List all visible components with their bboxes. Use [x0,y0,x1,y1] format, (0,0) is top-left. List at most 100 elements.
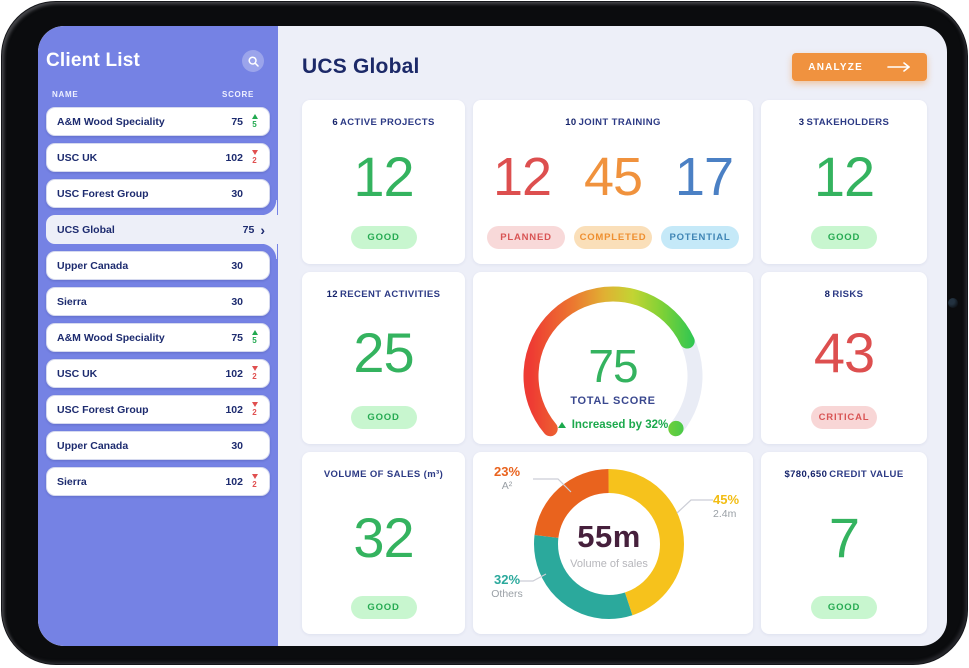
card-title-prefix: 6 [332,117,338,128]
client-score: 30 [231,439,243,452]
card-title: $780,650 CREDIT VALUE [784,469,903,480]
screen: Client List NAME SCORE A&M Wood Speciali… [38,26,947,646]
donut-label-a2: 23% A² [493,464,521,493]
card-title-prefix: 3 [798,117,805,128]
list-column-headers: NAME SCORE [38,80,278,107]
status-badge: CRITICAL [811,406,877,429]
client-row[interactable]: A&M Wood Speciality 75 5 [46,323,270,352]
trend-down-indicator: 2 [248,150,261,165]
card-title-text: STAKEHOLDERS [806,117,890,128]
client-row[interactable]: USC UK 102 2 [46,143,270,172]
status-badge: GOOD [350,226,417,249]
client-name: USC UK [57,367,98,380]
card-title-text: RECENT ACTIVITIES [339,289,441,300]
arrow-right-icon [887,62,910,72]
card-volume-of-sales: VOLUME OF SALES (m³) 32 GOOD [302,452,465,634]
client-row-selected[interactable]: UCS Global 75 › [46,200,278,259]
client-score: 102 [225,403,243,416]
donut-label-24m: 45% 2.4m [713,492,740,521]
analyze-button-label: ANALYZE [808,61,863,73]
card-title-text: ACTIVE PROJECTS [340,117,435,128]
trend-down-indicator: 2 [248,366,261,381]
card-title: 6 ACTIVE PROJECTS [332,117,434,128]
trend-up-icon [557,422,566,428]
chevron-right-icon: › [260,221,265,238]
leader-line-a2 [533,478,572,493]
card-title-text: CREDIT VALUE [829,469,904,480]
stat-value: 25 [353,321,414,384]
leader-line-24m [676,499,713,514]
client-name: A&M Wood Speciality [57,331,165,344]
client-score: 102 [225,475,243,488]
sidebar-title: Client List [46,50,141,71]
card-title-text: JOINT TRAINING [578,117,661,128]
column-header-score: SCORE [222,90,254,99]
client-name: A&M Wood Speciality [57,115,165,128]
card-title-prefix: 10 [565,117,577,128]
client-score: 30 [231,187,243,200]
stat-value-planned: 12 [493,147,552,207]
card-title-prefix: 12 [326,289,338,300]
client-row[interactable]: USC Forest Group 30 [46,179,270,208]
client-rows: A&M Wood Speciality 75 5 USC UK 102 2 US… [38,107,278,496]
donut-center-label: Volume of sales [570,557,648,570]
status-badge-potential: POTENTIAL [661,226,739,249]
analyze-button[interactable]: ANALYZE [792,53,927,81]
card-title: 10 JOINT TRAINING [565,117,661,128]
card-active-projects: 6 ACTIVE PROJECTS 12 GOOD [302,100,465,264]
card-stakeholders: 3 STAKEHOLDERS 12 GOOD [761,100,927,264]
client-score: 75 [242,223,255,236]
client-list-sidebar: Client List NAME SCORE A&M Wood Speciali… [38,26,278,646]
trend-down-indicator: 2 [248,402,261,417]
card-title-text: VOLUME OF SALES (m³) [323,469,444,480]
page-title: UCS Global [302,55,420,78]
client-name: Sierra [57,475,87,488]
cards-grid: 6 ACTIVE PROJECTS 12 GOOD 10 JOINT TRAININ… [302,100,927,634]
client-score: 75 [231,115,243,128]
client-name: USC UK [57,151,98,164]
stat-value: 43 [813,321,875,384]
card-title-text: RISKS [832,289,864,300]
search-button[interactable] [242,50,264,72]
client-row[interactable]: Sierra 30 [46,287,270,316]
status-badge: GOOD [811,596,877,619]
stat-value: 7 [828,506,860,569]
client-score: 102 [225,151,243,164]
client-row[interactable]: USC UK 102 2 [46,359,270,388]
card-title: 3 STAKEHOLDERS [799,117,889,128]
card-joint-training: 10 JOINT TRAINING 12 45 17 PLANNED COMPLE… [473,100,753,264]
leader-line-others [519,573,547,582]
score-trend: Increased by 32% [557,419,669,431]
card-credit-value: $780,650 CREDIT VALUE 7 GOOD [761,452,927,634]
donut-center: 55m Volume of sales [534,494,684,594]
client-row[interactable]: Upper Canada 30 [46,431,270,460]
status-badge: GOOD [811,226,877,249]
gauge-chart [523,286,703,437]
client-name: USC Forest Group [57,187,149,200]
card-total-score: 75 TOTAL SCORE Increased by 32% [473,272,753,444]
donut-center-value: 55m [577,518,641,554]
donut-label-others: 32% Others [491,572,523,601]
score-trend-text: Increased by 32% [571,419,669,431]
trend-up-indicator: 5 [248,114,261,129]
client-row[interactable]: Sierra 102 2 [46,467,270,496]
card-sales-donut: 55m Volume of sales 23% A² 45% 2.4m 32% … [473,452,753,634]
card-recent-activities: 12 RECENT ACTIVITIES 25 GOOD [302,272,465,444]
client-score: 102 [225,367,243,380]
client-name: USC Forest Group [57,403,149,416]
client-row[interactable]: USC Forest Group 102 2 [46,395,270,424]
client-row[interactable]: A&M Wood Speciality 75 5 [46,107,270,136]
stat-value: 32 [353,506,414,569]
client-score: 30 [231,259,243,272]
stat-value: 12 [813,145,875,208]
client-score: 30 [231,295,243,308]
main-content: UCS Global ANALYZE 6 ACTIVE PROJECTS 12 [278,26,947,646]
client-name: Upper Canada [57,439,129,452]
gauge-progress-arc [523,286,703,437]
trend-up-indicator: 5 [248,330,261,345]
card-risks: 8 RISKS 43 CRITICAL [761,272,927,444]
card-title-prefix: 8 [824,289,831,300]
client-row[interactable]: Upper Canada 30 [46,251,270,280]
stat-value-potential: 17 [674,147,734,207]
